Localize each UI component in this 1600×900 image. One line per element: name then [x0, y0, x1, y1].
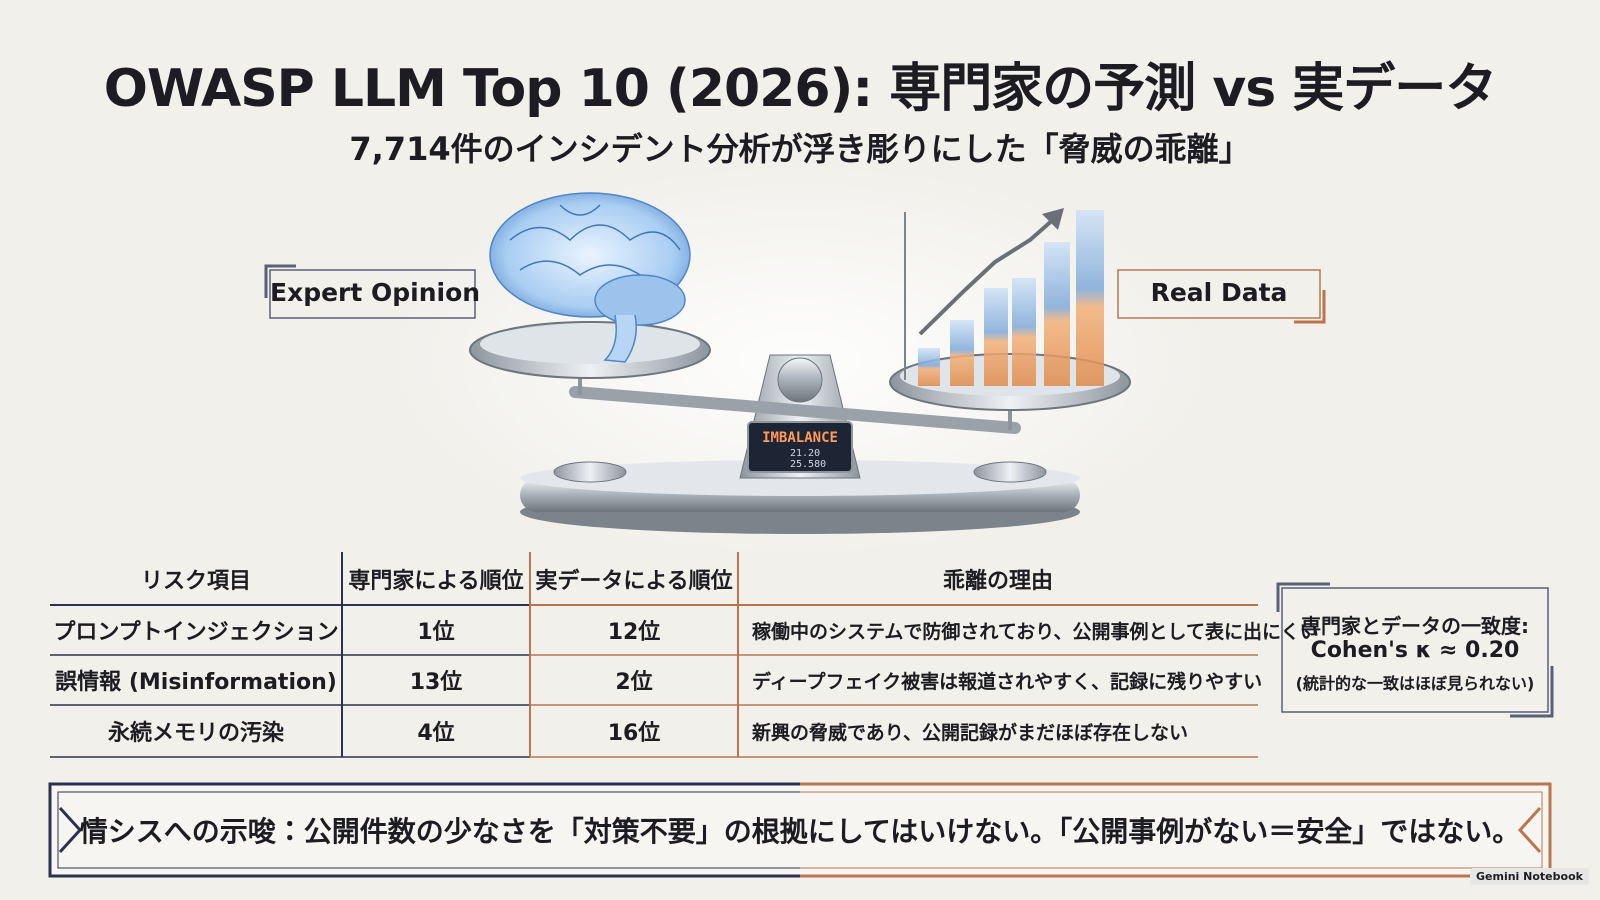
footer-badge: Gemini Notebook: [1470, 868, 1589, 885]
display-readout: 21.20: [790, 448, 821, 459]
table-cell: 新興の脅威であり、公開記録がまだほぼ存在しない: [752, 721, 1189, 744]
subtitle: 7,714件のインシデント分析が浮き彫りにした「脅威の乖離」: [349, 130, 1251, 168]
table-cell: 稼働中のシステムで防御されており、公開事例として表に出にくい: [752, 620, 1319, 643]
table-cell: 1位: [417, 620, 455, 645]
label-frames: [264, 264, 1326, 324]
agreement-note: (統計的な一致はほぼ見られない): [1295, 674, 1535, 693]
table-header: リスク項目: [140, 568, 251, 594]
title: OWASP LLM Top 10 (2026): 専門家の予測 vs 実データ: [103, 59, 1498, 119]
table-header: 実データによる順位: [535, 568, 733, 594]
table-cell: ディープフェイク被害は報道されやすく、記録に残りやすい: [752, 670, 1263, 693]
table-header: 専門家による順位: [348, 568, 524, 594]
table-cell: 誤情報 (Misinformation): [55, 670, 337, 695]
table-cell: 4位: [417, 721, 455, 746]
expert-label: Expert Opinion: [270, 278, 481, 307]
table-cell: 永続メモリの汚染: [107, 721, 284, 746]
agreement-statistic: Cohen's κ ≈ 0.20: [1310, 638, 1520, 663]
display-readout: 25.580: [790, 459, 827, 470]
chart-icon: [904, 208, 1104, 386]
agreement-box: [1276, 582, 1554, 718]
table-cell: 2位: [615, 670, 653, 695]
table-cell: 16位: [607, 721, 661, 746]
brain-icon: [489, 192, 691, 363]
table-cell: 13位: [409, 670, 463, 695]
table-header: 乖離の理由: [942, 568, 1053, 594]
table-cell: 12位: [607, 620, 661, 645]
display-heading: IMBALANCE: [762, 430, 838, 446]
table-cell: プロンプトインジェクション: [53, 620, 339, 645]
implication-banner: [48, 782, 1552, 878]
data-label: Real Data: [1150, 278, 1288, 307]
agreement-heading: 専門家とデータの一致度:: [1301, 614, 1529, 638]
table-lines: [50, 552, 1258, 758]
implication: 情シスへの示唆：公開件数の少なさを「対策不要」の根拠にしてはいけない。「公開事例…: [79, 815, 1521, 848]
